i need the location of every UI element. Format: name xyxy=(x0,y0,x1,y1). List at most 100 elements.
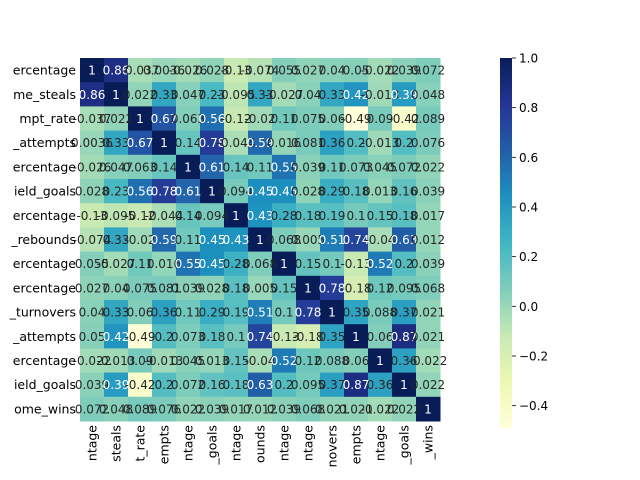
heatmap-cell xyxy=(320,324,345,349)
row-tick-label: ercentage xyxy=(13,159,77,174)
heatmap-cell-label: 0.29 xyxy=(319,185,346,199)
heatmap-cell-label: 0.33 xyxy=(247,88,274,102)
heatmap-cell xyxy=(224,396,249,422)
heatmap-cell xyxy=(320,372,345,398)
heatmap-cell-label: -0.013 xyxy=(145,354,184,368)
col-tick-label: empts xyxy=(349,425,364,464)
heatmap-cell-label: 0.55 xyxy=(271,160,298,174)
heatmap-cell xyxy=(272,300,297,325)
heatmap-cell-label: 1 xyxy=(136,112,144,126)
heatmap-cell-label: -0.037 xyxy=(73,112,112,126)
heatmap-cell-label: -0.04 xyxy=(244,354,275,368)
heatmap-cell xyxy=(320,348,345,374)
heatmap-cell xyxy=(152,348,177,374)
heatmap-cell-label: 0.33 xyxy=(103,306,130,320)
heatmap-cell-label: 0.076 xyxy=(147,402,181,416)
heatmap-cell xyxy=(272,203,297,228)
row-tick-label: _turnovers xyxy=(9,305,76,320)
heatmap-cell-label: -0.013 xyxy=(361,136,400,150)
heatmap-cell-label: 0.86 xyxy=(103,64,130,78)
heatmap-cell xyxy=(152,251,177,277)
heatmap-cell xyxy=(368,372,393,398)
heatmap-cell-label: 0.022 xyxy=(411,160,445,174)
heatmap-cell-label: 0.45 xyxy=(199,257,226,271)
heatmap-cell xyxy=(296,106,321,132)
heatmap-cell-label: 0.18 xyxy=(199,330,226,344)
colorbar-tick-label: 0.2 xyxy=(519,250,538,264)
heatmap-cell xyxy=(248,372,273,398)
heatmap-cell xyxy=(272,154,297,180)
heatmap-cell-label: 0.076 xyxy=(411,136,445,150)
heatmap-cell-label: 1 xyxy=(376,354,384,368)
heatmap-cell xyxy=(416,82,441,107)
heatmap-cell xyxy=(416,130,441,156)
heatmap-cell xyxy=(368,179,393,204)
heatmap-cell-label: 0.67 xyxy=(127,136,154,150)
heatmap-cell xyxy=(392,203,417,228)
heatmap-cell-label: 0.039 xyxy=(411,185,445,199)
heatmap-cell xyxy=(248,324,273,349)
heatmap-cell-label: 0.33 xyxy=(319,88,346,102)
heatmap-cell-label: 0.74 xyxy=(343,233,370,247)
heatmap-cell xyxy=(224,106,249,132)
heatmap-cell-label: 1 xyxy=(424,402,432,416)
heatmap-cell-label: 0.59 xyxy=(247,136,274,150)
row-tick-label: _rebounds xyxy=(10,232,76,247)
heatmap-cell-label: 0.45 xyxy=(199,233,226,247)
heatmap-cell xyxy=(200,348,225,374)
heatmap-cell xyxy=(344,396,369,422)
heatmap-cell-label: 0.022 xyxy=(171,402,205,416)
heatmap-cell-label: 0.022 xyxy=(123,88,157,102)
heatmap-cell-label: -0.13 xyxy=(268,330,299,344)
heatmap-cell-label: 0.016 xyxy=(147,257,181,271)
heatmap-cell xyxy=(224,154,249,180)
heatmap-cell xyxy=(104,324,129,349)
heatmap-cell xyxy=(248,251,273,277)
heatmap-cell-label: 0.18 xyxy=(391,209,418,223)
heatmap-cell-label: 0.2 xyxy=(394,136,413,150)
heatmap-cell xyxy=(176,203,201,228)
heatmap-cell xyxy=(368,227,393,253)
heatmap-cell xyxy=(176,372,201,398)
heatmap-cell-label: 0.23 xyxy=(199,88,226,102)
heatmap-cell xyxy=(104,106,129,132)
heatmap-cell xyxy=(200,300,225,325)
heatmap-cell xyxy=(392,82,417,107)
colorbar-tick-label: 0.6 xyxy=(519,151,538,165)
heatmap-cell xyxy=(200,179,225,204)
heatmap-cell xyxy=(296,251,321,277)
heatmap-cell xyxy=(104,348,129,374)
heatmap-cell xyxy=(320,251,345,277)
heatmap-cell xyxy=(104,154,129,180)
heatmap-cell-label: 0.021 xyxy=(411,330,445,344)
heatmap-cell xyxy=(200,130,225,156)
heatmap-cell-label: 0.12 xyxy=(295,354,322,368)
heatmap-cell-label: 0.11 xyxy=(175,306,202,320)
heatmap-cell xyxy=(320,203,345,228)
heatmap-cell xyxy=(344,324,369,349)
heatmap-cell-label: 0.063 xyxy=(171,112,205,126)
heatmap-cell-label: -0.013 xyxy=(97,354,136,368)
heatmap-cell-label: -0.013 xyxy=(361,88,400,102)
heatmap-col-labels: ntage steals t_rate empts ntage _goals ntage ou… xyxy=(85,425,436,468)
heatmap-cell-label: -0.02 xyxy=(124,233,155,247)
heatmap-cell-label: 0.081 xyxy=(291,136,325,150)
heatmap-cell-label: 0.37 xyxy=(319,378,346,392)
heatmap-cell-label: 0.089 xyxy=(123,402,157,416)
heatmap-cell-label: 0.013 xyxy=(195,354,229,368)
heatmap-cell xyxy=(392,324,417,349)
heatmap-cell-label: 0.05 xyxy=(79,330,106,344)
heatmap-cell-label: 0.16 xyxy=(199,378,226,392)
heatmap-cell xyxy=(344,179,369,204)
heatmap-cell xyxy=(248,227,273,253)
heatmap-cell-label: 0.094 xyxy=(195,209,229,223)
heatmap-cell-label: 0.022 xyxy=(99,112,133,126)
heatmap-cell-label: 0.43 xyxy=(223,233,250,247)
heatmap-cell-label: 0.45 xyxy=(247,185,274,199)
heatmap-cell-label: 0.039 xyxy=(75,378,109,392)
heatmap-cell xyxy=(128,227,153,253)
heatmap-cell-label: 0.1 xyxy=(226,330,245,344)
heatmap-cell xyxy=(344,251,369,277)
heatmap-cell-label: 0.78 xyxy=(151,185,178,199)
